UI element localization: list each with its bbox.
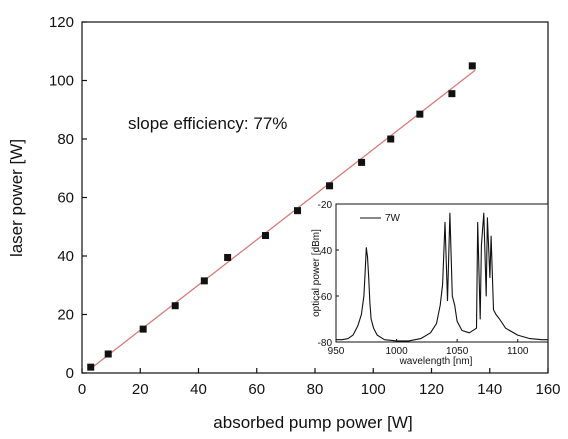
x-tick-label: 20 bbox=[132, 381, 149, 398]
data-point bbox=[294, 207, 302, 215]
data-point bbox=[448, 90, 456, 98]
x-tick-label: 0 bbox=[78, 381, 86, 398]
inset-ticks: 950 1000 1050 1100 -20 -40 -60 -80 bbox=[318, 200, 529, 357]
x-tick-label: 120 bbox=[419, 381, 444, 398]
x-tick-label: 60 bbox=[248, 381, 265, 398]
x-tick-label: 80 bbox=[307, 381, 324, 398]
x-tick-label: 100 bbox=[361, 381, 386, 398]
inset-legend-label: 7W bbox=[385, 213, 401, 224]
y-tick-label: 60 bbox=[57, 190, 74, 207]
inset-y-tick-label: -60 bbox=[318, 292, 333, 303]
fit-line-group bbox=[90, 69, 476, 370]
data-point bbox=[224, 253, 232, 261]
data-point bbox=[87, 363, 95, 371]
data-point bbox=[358, 158, 366, 166]
data-point bbox=[200, 277, 208, 285]
y-tick-label: 120 bbox=[49, 14, 74, 31]
inset-y-tick-label: -40 bbox=[318, 246, 333, 257]
fit-line bbox=[90, 69, 476, 370]
y-tick-label: 40 bbox=[57, 248, 74, 265]
data-point bbox=[104, 350, 112, 358]
inset-spectrum-line bbox=[336, 212, 548, 342]
data-points-group bbox=[87, 62, 476, 371]
inset-y-tick-label: -80 bbox=[318, 338, 333, 349]
inset-background bbox=[336, 204, 548, 342]
y-tick-label: 0 bbox=[66, 365, 74, 382]
data-point bbox=[468, 62, 476, 70]
x-tick-label: 160 bbox=[535, 381, 560, 398]
inset-plot-frame bbox=[335, 203, 549, 343]
x-axis-title: absorbed pump power [W] bbox=[213, 413, 412, 432]
inset-x-tick-label: 1050 bbox=[446, 346, 469, 357]
inset-x-tick-label: 1000 bbox=[385, 346, 408, 357]
inset-y-axis-title: optical power [dBm] bbox=[311, 229, 322, 317]
data-point bbox=[139, 325, 147, 333]
inset-x-tick-label: 1100 bbox=[507, 346, 529, 357]
y-axis-title: laser power [W] bbox=[7, 139, 26, 257]
data-point bbox=[416, 110, 424, 118]
main-ticks: 0 20 40 60 80 100 120 140 160 0 20 40 60 80 100 120 bbox=[49, 14, 561, 398]
inset-y-tick-label: -20 bbox=[318, 200, 333, 211]
data-point bbox=[326, 182, 334, 190]
data-point bbox=[387, 135, 395, 143]
data-point bbox=[261, 232, 269, 240]
x-tick-label: 140 bbox=[477, 381, 502, 398]
y-tick-label: 100 bbox=[49, 73, 74, 90]
y-tick-label: 80 bbox=[57, 131, 74, 148]
inset-spectrum-group bbox=[336, 212, 548, 342]
data-point bbox=[171, 302, 179, 310]
inset-x-axis-title: wavelength [nm] bbox=[399, 356, 473, 367]
y-tick-label: 20 bbox=[57, 307, 74, 324]
inset-x-tick-label: 950 bbox=[328, 346, 345, 357]
slope-annotation: slope efficiency: 77% bbox=[128, 114, 287, 133]
x-tick-label: 40 bbox=[190, 381, 207, 398]
